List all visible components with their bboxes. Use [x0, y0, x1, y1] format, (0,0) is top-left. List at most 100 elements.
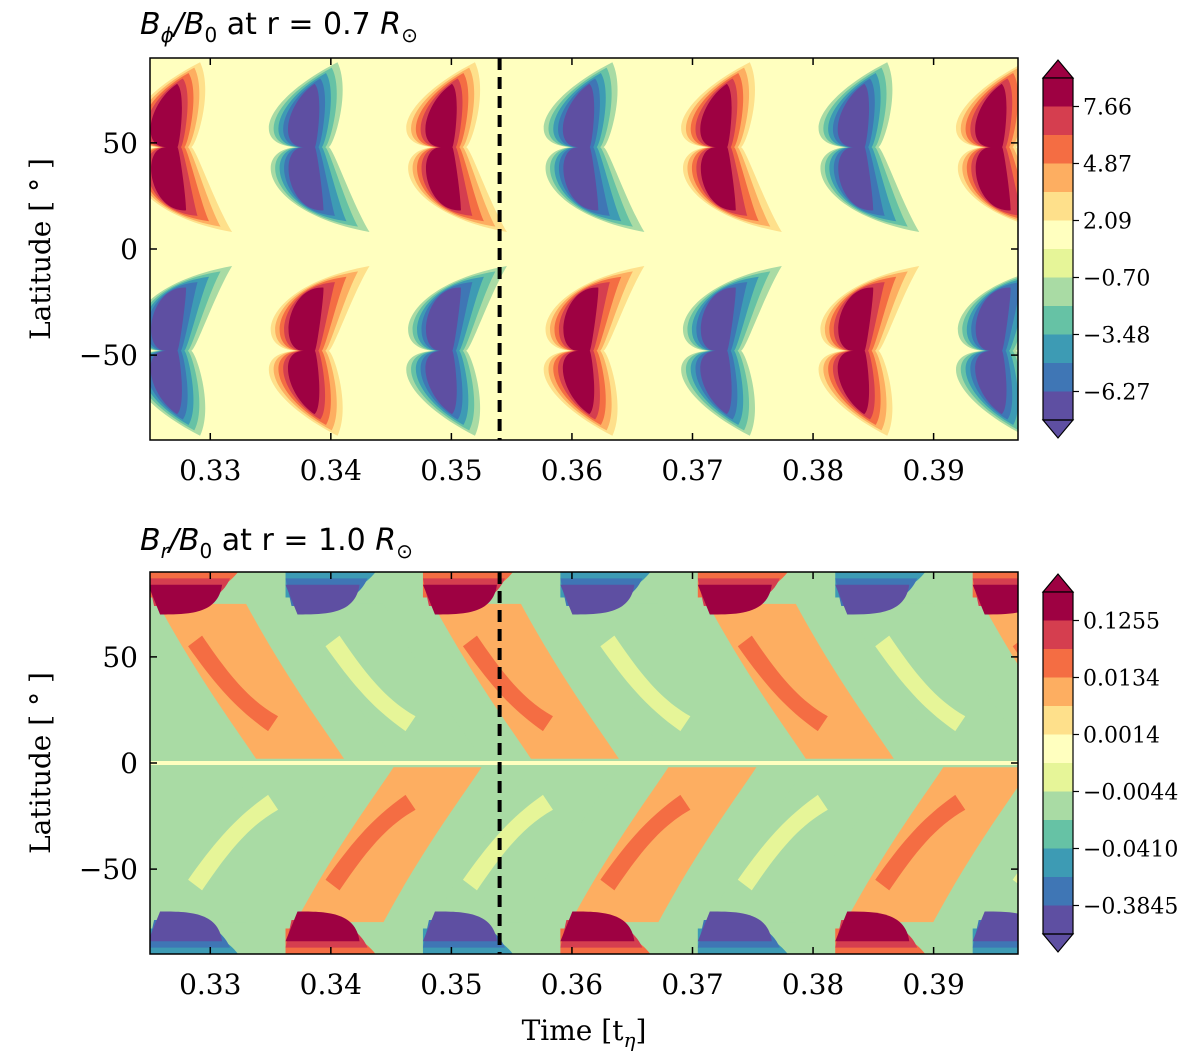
colorbar-segment [1043, 135, 1073, 164]
colorbar-max-triangle [1041, 59, 1075, 79]
title-2-mid: /B [166, 523, 200, 558]
colorbar-segment [1043, 620, 1073, 650]
y-axis-label-2: Latitude [ ° ] [24, 672, 57, 854]
title-2-unit: R [375, 523, 396, 558]
colorbar-segment [1043, 877, 1073, 906]
x-tick-label: 0.39 [902, 454, 964, 487]
contour-streak [1012, 872, 1018, 884]
contour-streak [737, 794, 828, 891]
y-tick-label: −50 [79, 339, 138, 372]
y-tick-label: 0 [120, 233, 138, 266]
contour-streak [188, 635, 279, 732]
contour-polar-cap [1110, 920, 1192, 948]
colorbar-segment [1043, 277, 1073, 307]
contour-streak [325, 794, 416, 891]
colorbar-1: 7.66 4.87 2.09 −0.70 −3.48 −6.27 [1041, 59, 1150, 439]
x-tick-label: 0.37 [661, 454, 723, 487]
title-1-sub2: 0 [205, 23, 218, 47]
contour-polar-cap [972, 911, 1018, 942]
x-tick-label: 0.37 [661, 968, 723, 1001]
contour-streak [462, 794, 553, 891]
contour-streak [600, 635, 691, 732]
contour-polar-cap [1110, 578, 1192, 606]
x-tick-label: 0.38 [782, 454, 844, 487]
colorbar-label: 7.66 [1083, 96, 1132, 121]
contour-streak [875, 794, 966, 891]
colorbar-segment [1043, 106, 1073, 136]
heatmap-1 [150, 58, 1194, 440]
colorbar-min-triangle [1041, 419, 1075, 439]
contour-band [982, 603, 1018, 665]
x-tick-label: 0.35 [420, 454, 482, 487]
contour-polar-cap [835, 584, 910, 615]
y-tick-label: −50 [79, 853, 138, 886]
contour-band [425, 83, 461, 211]
contour-polar-cap [150, 911, 223, 942]
contour-band [1098, 68, 1182, 227]
x-tick-label: 0.39 [902, 968, 964, 1001]
panel-1-title: Bϕ/B0 at r = 0.7 R⊙ [140, 7, 418, 47]
panel-2: Br/B0 at r = 1.0 R⊙ 0.33 0.34 0.35 0.36 0.37… [24, 523, 1200, 1052]
contour-polar-cap [422, 584, 497, 615]
title-1-unit-sub: ⊙ [401, 23, 418, 47]
contour-band [562, 287, 599, 415]
y-tick-label: 0 [120, 747, 138, 780]
title-1-unit: R [380, 7, 401, 42]
x-tick-label: 0.33 [179, 968, 241, 1001]
contour-band [982, 861, 1018, 923]
x-tick-label: 0.35 [420, 968, 482, 1001]
heatmap-2-contours [150, 572, 1200, 954]
colorbar-min-triangle [1041, 933, 1075, 953]
contour-band [975, 83, 1011, 211]
colorbar-segment [1043, 820, 1073, 849]
colorbar-label: −0.0410 [1083, 838, 1178, 863]
contour-streak [875, 635, 966, 732]
x-tick-label: 0.36 [541, 454, 603, 487]
contour-polar-cap [422, 911, 497, 942]
colorbar-segment [1043, 649, 1073, 678]
x-tick-label: 0.38 [782, 968, 844, 1001]
colorbar-segment [1043, 391, 1073, 421]
title-1-b: B [140, 7, 161, 42]
colorbar-segment [1043, 249, 1073, 278]
colorbar-label: −0.0044 [1083, 781, 1178, 806]
panel-1: Bϕ/B0 at r = 0.7 R⊙ 0.33 0.34 0.35 0.36 0.37… [24, 7, 1194, 487]
contour-polar-cap [1110, 929, 1200, 954]
colorbar-segment [1043, 763, 1073, 792]
colorbar-segment [1043, 306, 1073, 335]
contour-polar-cap [697, 584, 772, 615]
contour-streak [600, 794, 691, 891]
x-axis-label-end: ] [635, 1014, 646, 1047]
colorbar-segment [1043, 592, 1073, 621]
x-tick-label: 0.33 [179, 454, 241, 487]
contour-band [1098, 271, 1182, 430]
colorbar-segment [1043, 78, 1073, 107]
x-tick-label: 0.34 [300, 454, 362, 487]
colorbar-segment [1043, 220, 1073, 250]
contour-polar-cap [835, 911, 910, 942]
contour-band [287, 83, 324, 211]
title-2-rest: at r = 1.0 [212, 523, 375, 558]
colorbar-frame [1042, 77, 1074, 421]
title-1-mid: /B [171, 7, 205, 42]
contour-band [837, 287, 874, 415]
contour-streak [325, 635, 416, 732]
colorbar-max-triangle [1041, 573, 1075, 593]
contour-band [425, 287, 461, 415]
colorbar-label: −0.70 [1083, 267, 1150, 292]
contour-band [1093, 62, 1194, 232]
colorbar-segment [1043, 677, 1073, 707]
colorbar-segment [1043, 363, 1073, 392]
title-2-sub2: 0 [200, 539, 213, 563]
contour-streak [188, 794, 279, 891]
contour-streak [462, 635, 553, 732]
contour-band [150, 287, 187, 415]
colorbar-segment [1043, 905, 1073, 935]
contour-band [150, 83, 187, 211]
contour-streak [737, 635, 828, 732]
x-tick-label: 0.34 [300, 968, 362, 1001]
contour-polar-cap [285, 584, 360, 615]
colorbar-label: 0.1255 [1083, 610, 1160, 635]
contour-streak [1012, 642, 1018, 654]
